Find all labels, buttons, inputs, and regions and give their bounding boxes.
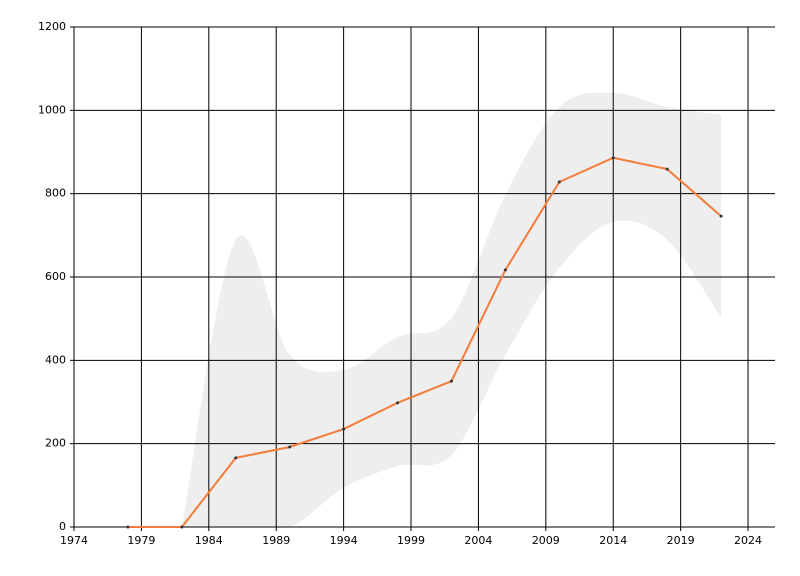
x-tick-label: 1979 bbox=[127, 534, 155, 547]
point bbox=[126, 525, 130, 529]
x-tick-label: 2024 bbox=[734, 534, 762, 547]
y-tick-label: 400 bbox=[45, 353, 66, 366]
y-tick-label: 800 bbox=[45, 187, 66, 200]
point bbox=[396, 401, 400, 405]
point bbox=[611, 156, 615, 160]
point bbox=[665, 167, 669, 171]
point bbox=[288, 445, 292, 449]
point bbox=[719, 214, 723, 218]
y-tick-label: 600 bbox=[45, 270, 66, 283]
x-tick-label: 1999 bbox=[397, 534, 425, 547]
x-tick-label: 2009 bbox=[532, 534, 560, 547]
series-line bbox=[127, 156, 722, 528]
x-tick-label: 2004 bbox=[464, 534, 492, 547]
x-tick-label: 2014 bbox=[599, 534, 627, 547]
x-tick-label: 1989 bbox=[262, 534, 290, 547]
x-tick-label: 1994 bbox=[330, 534, 358, 547]
point bbox=[342, 427, 346, 431]
x-tick-label: 2019 bbox=[667, 534, 695, 547]
point bbox=[234, 456, 238, 460]
y-tick-label: 1000 bbox=[38, 103, 66, 116]
x-tick-label: 1984 bbox=[195, 534, 223, 547]
point bbox=[180, 525, 184, 529]
confidence-band bbox=[181, 92, 722, 527]
y-tick-label: 1200 bbox=[38, 20, 66, 33]
y-tick-label: 200 bbox=[45, 437, 66, 450]
point bbox=[503, 268, 507, 272]
point bbox=[449, 379, 453, 383]
point bbox=[557, 180, 561, 184]
x-tick-label: 1974 bbox=[60, 534, 88, 547]
y-tick-label: 0 bbox=[59, 520, 66, 533]
